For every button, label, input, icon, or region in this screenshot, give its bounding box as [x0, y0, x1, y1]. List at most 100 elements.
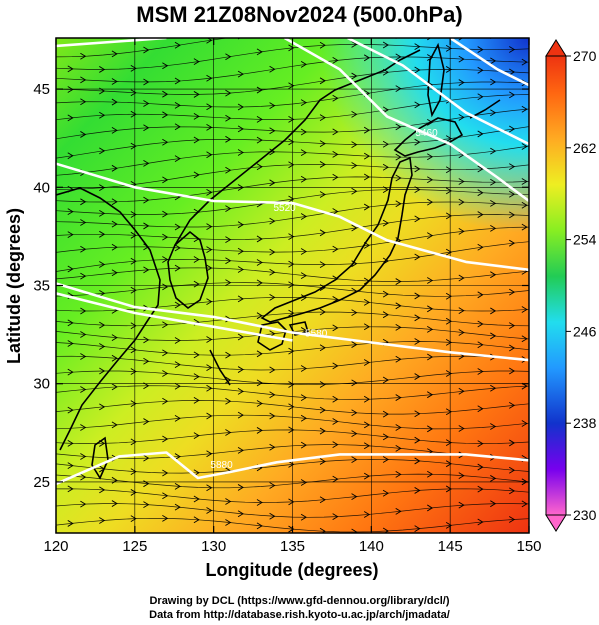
- wind-arrow: [162, 176, 169, 184]
- wind-arrow: [363, 277, 371, 285]
- wind-arrow: [111, 220, 118, 228]
- wind-arrow: [256, 259, 263, 266]
- wind-arrow: [143, 480, 150, 488]
- wind-arrow: [458, 79, 465, 86]
- wind-arrow: [143, 222, 150, 230]
- chart-title: MSM 21Z08Nov2024 (500.0hPa): [136, 2, 463, 27]
- wind-arrow: [521, 306, 528, 313]
- wind-arrow: [143, 196, 150, 204]
- wind-arrow: [363, 126, 371, 134]
- wind-arrow: [395, 394, 402, 401]
- wind-arrow: [80, 52, 87, 60]
- wind-arrow: [427, 353, 434, 361]
- wind-arrow: [332, 94, 339, 102]
- wind-arrow: [332, 245, 339, 253]
- wind-arrow: [319, 114, 326, 122]
- wind-arrow: [319, 229, 326, 237]
- wind-arrow: [477, 320, 484, 328]
- wind-arrow: [288, 347, 295, 355]
- wind-arrow: [445, 439, 453, 447]
- wind-arrow: [382, 257, 389, 265]
- wind-arrow: [395, 444, 402, 452]
- wind-arrow: [332, 208, 339, 215]
- wind-arrow: [162, 492, 169, 500]
- wind-arrow: [509, 466, 516, 474]
- wind-arrow: [509, 125, 516, 133]
- colorbar-top-arrow: [545, 39, 567, 57]
- wind-arrow: [509, 239, 516, 247]
- wind-arrow: [382, 456, 389, 463]
- wind-arrow: [237, 484, 244, 491]
- wind-arrow: [351, 187, 358, 195]
- wind-arrow: [288, 498, 295, 506]
- wind-arrow: [477, 66, 484, 74]
- streamline: [56, 226, 529, 253]
- wind-arrow: [363, 472, 371, 480]
- wind-arrow: [162, 283, 169, 291]
- wind-arrow: [477, 165, 484, 173]
- wind-arrow: [143, 124, 150, 132]
- wind-arrow: [80, 307, 87, 315]
- wind-arrow: [143, 454, 150, 462]
- wind-arrow: [256, 48, 263, 56]
- wind-arrow: [162, 138, 169, 146]
- wind-arrow: [99, 230, 106, 238]
- wind-arrow: [490, 500, 497, 508]
- wind-arrow: [351, 162, 358, 169]
- wind-arrow: [174, 264, 181, 272]
- wind-arrow: [490, 271, 497, 279]
- wind-arrow: [288, 44, 295, 52]
- wind-arrow: [288, 309, 295, 317]
- wind-arrow: [332, 324, 339, 332]
- wind-arrow: [80, 198, 87, 206]
- wind-arrow: [288, 281, 295, 289]
- wind-arrow: [395, 153, 402, 161]
- wind-arrow: [521, 335, 528, 343]
- wind-arrow: [477, 405, 484, 413]
- wind-arrow: [363, 359, 371, 366]
- wind-arrow: [206, 450, 213, 458]
- wind-arrow: [174, 337, 181, 344]
- wind-arrow: [67, 231, 74, 239]
- contour-line: [56, 282, 529, 362]
- wind-arrow: [351, 110, 358, 118]
- contour-label: 5880: [210, 460, 233, 471]
- wind-arrow: [363, 241, 371, 249]
- wind-arrow: [225, 166, 232, 174]
- wind-arrow: [143, 266, 150, 274]
- wind-arrow: [256, 499, 263, 506]
- y-tick-label: 35: [33, 278, 50, 295]
- wind-arrow: [193, 280, 200, 288]
- wind-arrow: [427, 153, 434, 161]
- wind-arrow: [225, 519, 232, 526]
- wind-arrow: [509, 439, 516, 447]
- wind-arrow: [509, 401, 516, 409]
- wind-arrow: [174, 77, 181, 85]
- wind-arrow: [509, 516, 516, 523]
- wind-arrow: [143, 78, 150, 86]
- wind-arrow: [363, 203, 371, 211]
- wind-arrow: [174, 503, 181, 511]
- wind-arrow: [67, 208, 74, 216]
- wind-arrow: [332, 475, 339, 483]
- wind-arrow: [67, 440, 74, 447]
- wind-arrow: [288, 381, 295, 388]
- wind-arrow: [445, 485, 453, 493]
- wind-arrow: [288, 260, 295, 268]
- wind-arrow: [351, 40, 358, 48]
- wind-arrow: [130, 468, 137, 476]
- wind-arrow: [225, 257, 232, 265]
- wind-arrow: [332, 275, 339, 283]
- wind-arrow: [130, 231, 137, 239]
- wind-arrow: [427, 277, 434, 284]
- wind-arrow: [99, 147, 106, 155]
- wind-arrow: [225, 114, 232, 122]
- wind-arrow: [414, 186, 421, 194]
- colorbar-tick-label: 262: [573, 140, 597, 156]
- wind-arrow: [206, 507, 213, 514]
- wind-arrow: [382, 163, 389, 171]
- wind-arrow: [67, 265, 74, 273]
- wind-arrow: [143, 159, 150, 167]
- wind-arrow: [445, 44, 453, 52]
